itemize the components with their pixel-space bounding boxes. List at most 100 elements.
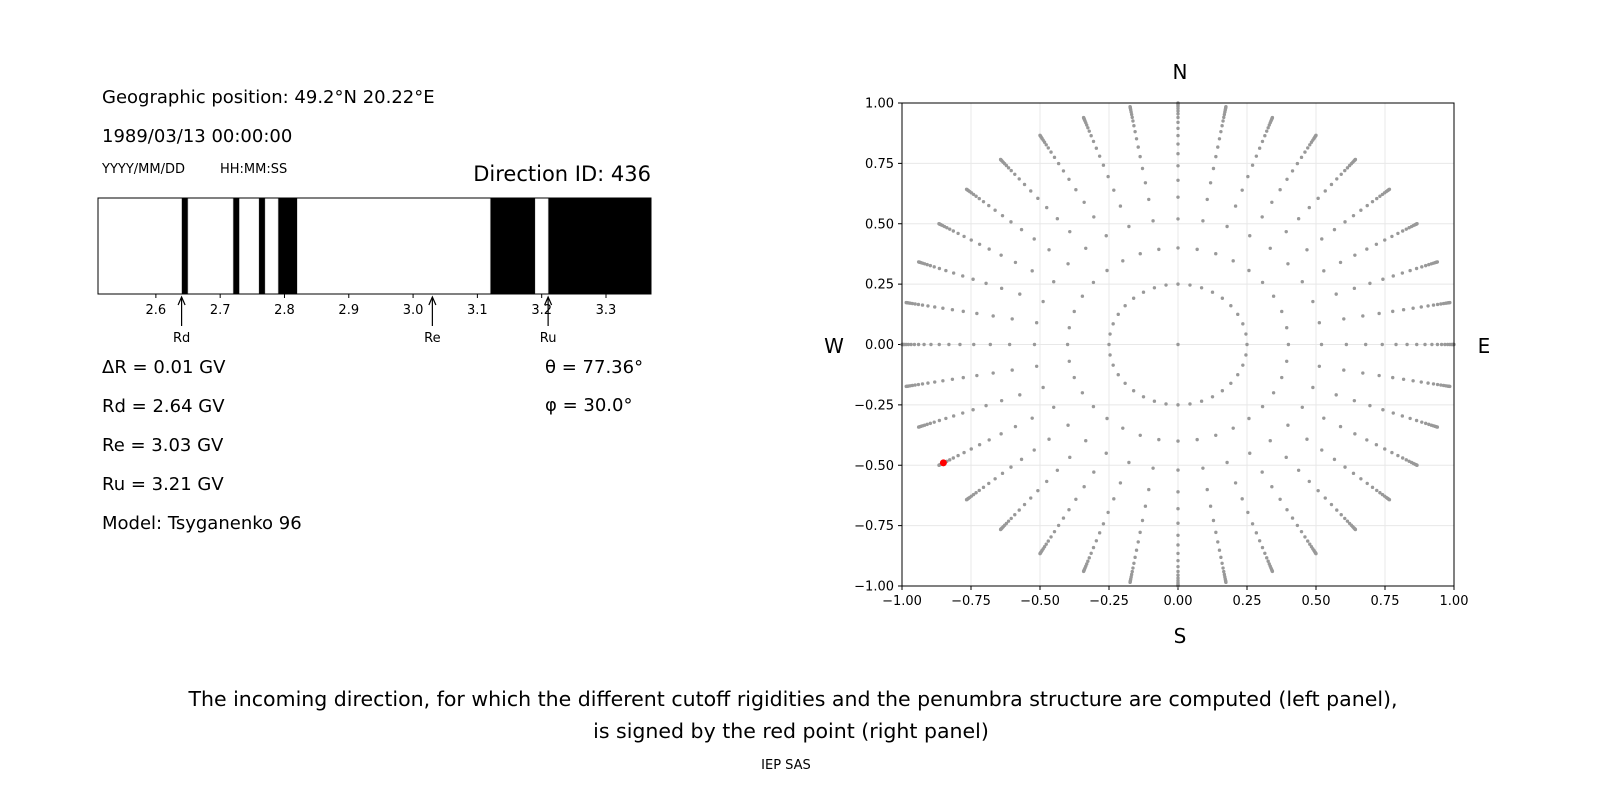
direction-point <box>1254 531 1259 535</box>
direction-point <box>1108 353 1112 357</box>
direction-point <box>1000 213 1005 218</box>
direction-point <box>1081 115 1086 120</box>
direction-point <box>1087 556 1091 560</box>
direction-point <box>1034 364 1039 369</box>
direction-point <box>1270 569 1275 574</box>
direction-point <box>1056 161 1061 166</box>
direction-point <box>1030 416 1034 420</box>
direction-point <box>1029 189 1033 193</box>
direction-point <box>977 488 981 493</box>
direction-point <box>1374 443 1379 447</box>
direction-point <box>1067 177 1071 181</box>
direction-point <box>1176 576 1180 580</box>
direction-point <box>1101 522 1106 526</box>
direction-point <box>1381 408 1385 412</box>
direction-point <box>1176 109 1180 113</box>
direction-point <box>1420 420 1424 424</box>
direction-point <box>1250 522 1255 526</box>
direction-point <box>1317 364 1322 369</box>
direction-point <box>1141 290 1146 294</box>
direction-point <box>1157 247 1161 252</box>
direction-point <box>1415 463 1419 467</box>
direction-point <box>956 453 960 458</box>
direction-point <box>1176 112 1180 116</box>
direction-point <box>1265 129 1269 133</box>
direction-point <box>1091 139 1096 144</box>
direction-point <box>1295 523 1300 528</box>
direction-point <box>951 229 956 233</box>
direction-point <box>974 491 978 495</box>
direction-point <box>1188 402 1192 406</box>
direction-point <box>1248 451 1252 455</box>
direction-point <box>1067 326 1071 330</box>
direction-point <box>1400 271 1405 275</box>
direction-point <box>1306 539 1310 543</box>
date-format-label: YYYY/MM/DD <box>101 162 185 177</box>
direction-point <box>948 227 952 231</box>
direction-point <box>1420 265 1424 269</box>
direction-point <box>1334 393 1338 397</box>
direction-point <box>969 447 973 451</box>
direction-point <box>1157 437 1161 442</box>
direction-point <box>1216 145 1220 149</box>
direction-point <box>1268 246 1272 251</box>
direction-point <box>1400 414 1405 418</box>
direction-point <box>1295 161 1300 166</box>
forbidden-band <box>547 197 652 295</box>
direction-point <box>1201 466 1205 470</box>
direction-point <box>1052 155 1057 160</box>
direction-point <box>971 277 975 281</box>
direction-point <box>1394 342 1398 347</box>
direction-point <box>1400 229 1405 233</box>
direction-point <box>1199 286 1204 290</box>
direction-point <box>1415 342 1419 347</box>
direction-point <box>1121 259 1125 263</box>
direction-point <box>1250 163 1255 167</box>
direction-point <box>904 384 908 389</box>
y-tick-label: −0.50 <box>854 459 894 474</box>
direction-point <box>1147 487 1151 492</box>
direction-point <box>1435 260 1440 264</box>
direction-point <box>1361 371 1365 375</box>
direction-point <box>1052 280 1056 284</box>
direction-point <box>1038 551 1042 556</box>
direction-point <box>1280 375 1284 380</box>
direction-point <box>1029 496 1033 500</box>
direction-point <box>1176 564 1180 569</box>
direction-point <box>1022 502 1027 507</box>
direction-point <box>1247 416 1251 421</box>
direction-point <box>1176 246 1180 250</box>
direction-point <box>1219 129 1223 134</box>
direction-point <box>1353 432 1357 436</box>
direction-point <box>1140 518 1145 523</box>
direction-point <box>1316 196 1320 201</box>
direction-point <box>1136 145 1140 149</box>
direction-point <box>1423 263 1428 268</box>
direction-point <box>1271 391 1276 395</box>
direction-point <box>1423 421 1428 426</box>
direction-point <box>1151 219 1155 223</box>
direction-point <box>1233 481 1238 485</box>
direction-point <box>1086 126 1090 130</box>
direction-point <box>928 263 933 268</box>
direction-point <box>1074 188 1078 192</box>
direction-point <box>964 498 969 502</box>
direction-point <box>1329 182 1334 187</box>
direction-point <box>1430 342 1434 347</box>
direction-point <box>1018 393 1022 397</box>
direction-point <box>962 234 966 239</box>
direction-point <box>1270 115 1275 120</box>
direction-point <box>1133 129 1137 134</box>
direction-point <box>1097 154 1102 158</box>
direction-point <box>1220 389 1225 393</box>
direction-point <box>1271 294 1276 298</box>
direction-point <box>1240 188 1244 192</box>
direction-point <box>944 416 948 421</box>
direction-point <box>913 302 917 306</box>
direction-point <box>1316 488 1320 493</box>
direction-point <box>1323 496 1327 500</box>
direction-point <box>1225 224 1229 229</box>
direction-point <box>1290 516 1295 520</box>
direction-point <box>999 286 1004 291</box>
direction-point <box>1092 470 1096 474</box>
